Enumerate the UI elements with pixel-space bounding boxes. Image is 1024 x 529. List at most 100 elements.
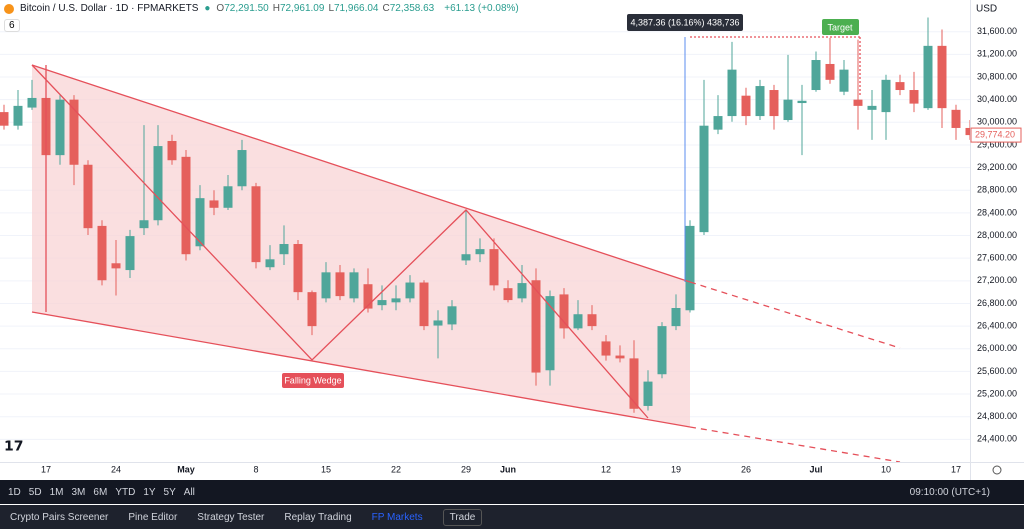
x-tick-label: 29 xyxy=(461,464,471,474)
candle-body xyxy=(951,109,961,128)
pattern-box xyxy=(282,373,344,388)
candle-body xyxy=(111,263,121,269)
tab[interactable]: Crypto Pairs Screener xyxy=(10,511,109,523)
candle-body xyxy=(713,116,723,130)
quote-value: 72,291.50 xyxy=(224,3,269,14)
y-tick-label: 26,000.00 xyxy=(977,343,1017,353)
candle-body xyxy=(0,112,9,126)
last-price-label: 29,774.20 xyxy=(975,129,1015,139)
x-tick-label: 26 xyxy=(741,464,751,474)
candle-body xyxy=(293,244,303,293)
range-button[interactable]: 3M xyxy=(71,486,86,498)
range-button[interactable]: 6M xyxy=(93,486,108,498)
candle-body xyxy=(629,358,639,409)
candle-body xyxy=(769,90,779,117)
candle-body xyxy=(405,282,415,299)
y-tick-label: 26,800.00 xyxy=(977,298,1017,308)
y-tick-label: 30,400.00 xyxy=(977,94,1017,104)
indicator-count[interactable]: 6 xyxy=(4,19,20,32)
y-tick-label: 28,800.00 xyxy=(977,185,1017,195)
candle-body xyxy=(251,186,261,263)
range-button[interactable]: YTD xyxy=(115,486,136,498)
range-button[interactable]: 1D xyxy=(8,486,21,498)
candle-body xyxy=(69,99,79,165)
candle-body xyxy=(363,284,373,309)
y-tick-label: 28,400.00 xyxy=(977,207,1017,217)
clock: 09:10:00 (UTC+1) xyxy=(909,486,990,498)
candle-body xyxy=(573,314,583,329)
candle-body xyxy=(909,90,919,104)
legend: Bitcoin / U.S. Dollar · 1D · FPMARKETS ●… xyxy=(4,3,519,14)
target-label: Target xyxy=(827,22,853,32)
target-box xyxy=(822,19,859,35)
candle-body xyxy=(895,82,905,91)
candle-body xyxy=(13,105,23,126)
candle-body xyxy=(223,186,233,208)
range-button[interactable]: All xyxy=(183,486,195,498)
candle-body xyxy=(699,125,709,233)
candle-body xyxy=(321,272,331,299)
candle-body xyxy=(335,272,345,297)
last-price-box xyxy=(970,127,1022,143)
x-tick-label: 12 xyxy=(601,464,611,474)
candle-body xyxy=(153,146,163,221)
candle-body xyxy=(965,127,970,136)
range-button[interactable]: 1Y xyxy=(143,486,156,498)
x-tick-label: 24 xyxy=(111,464,121,474)
candle-body xyxy=(881,79,891,113)
live-dot: ● xyxy=(204,3,211,14)
range-toolbar: 09:10:00 (UTC+1) 1D 5D 1M 3M 6M YTD 1Y 5Y All xyxy=(0,480,1024,504)
x-tick-label: Jun xyxy=(500,464,516,474)
logo: 𝟭𝟳 xyxy=(4,438,23,454)
y-tick-label: 30,800.00 xyxy=(977,71,1017,81)
candle-body xyxy=(279,244,289,255)
candle-body xyxy=(755,86,765,117)
y-tick-label: 29,200.00 xyxy=(977,162,1017,172)
y-tick-label: 28,000.00 xyxy=(977,230,1017,240)
candle-body xyxy=(209,200,219,208)
candle-body xyxy=(307,292,317,327)
y-tick-label: 25,600.00 xyxy=(977,366,1017,376)
symbol-title: Bitcoin / U.S. Dollar · 1D · FPMARKETS xyxy=(20,3,199,14)
tab[interactable]: Replay Trading xyxy=(284,511,352,523)
candle-body xyxy=(839,69,849,92)
bottom-tabs: Crypto Pairs Screener Pine Editor Strategy… xyxy=(0,505,1024,529)
quote-value: 72,358.63 xyxy=(389,3,435,14)
tab[interactable]: Strategy Tester xyxy=(197,511,265,523)
chart: 4,387.36 (16.16%) 438,736 Target Falling… xyxy=(0,0,1024,480)
candle-body xyxy=(797,100,807,104)
candle-body xyxy=(587,314,597,327)
tab[interactable]: Pine Editor xyxy=(128,511,178,523)
candle-body xyxy=(391,298,401,303)
wedge-lines xyxy=(31,36,901,463)
pattern-label: Falling Wedge xyxy=(284,375,341,385)
y-tick-label: 24,800.00 xyxy=(977,411,1017,421)
candles xyxy=(0,17,970,413)
candle-body xyxy=(643,381,653,406)
range-button[interactable]: 5D xyxy=(28,486,42,498)
settings-icon[interactable] xyxy=(992,465,1002,475)
candle-body xyxy=(559,294,569,329)
tab[interactable]: FP Markets xyxy=(371,511,423,523)
candle-body xyxy=(461,254,471,261)
candle-body xyxy=(923,45,933,109)
candle-body xyxy=(545,296,555,371)
candle-body xyxy=(125,236,135,271)
candle-body xyxy=(517,283,527,299)
candle-body xyxy=(783,99,793,121)
axes: 24,400.00 24,800.00 25,200.00 25,600.00 26,0… xyxy=(41,26,1022,474)
candle-body xyxy=(97,225,107,281)
candle-body xyxy=(741,95,751,117)
x-tick-label: 17 xyxy=(951,464,961,474)
x-tick-label: 15 xyxy=(321,464,331,474)
range-button[interactable]: 1M xyxy=(49,486,64,498)
y-tick-label: 27,600.00 xyxy=(977,253,1017,263)
range-button[interactable]: 5Y xyxy=(163,486,176,498)
candle-body xyxy=(55,99,65,156)
quote-key: H xyxy=(272,3,280,14)
quote-key: L xyxy=(328,3,334,14)
candle-body xyxy=(853,99,863,106)
tab[interactable]: Trade xyxy=(442,508,483,526)
measure-label: 4,387.36 (16.16%) 438,736 xyxy=(630,17,739,27)
candle-body xyxy=(657,326,667,375)
